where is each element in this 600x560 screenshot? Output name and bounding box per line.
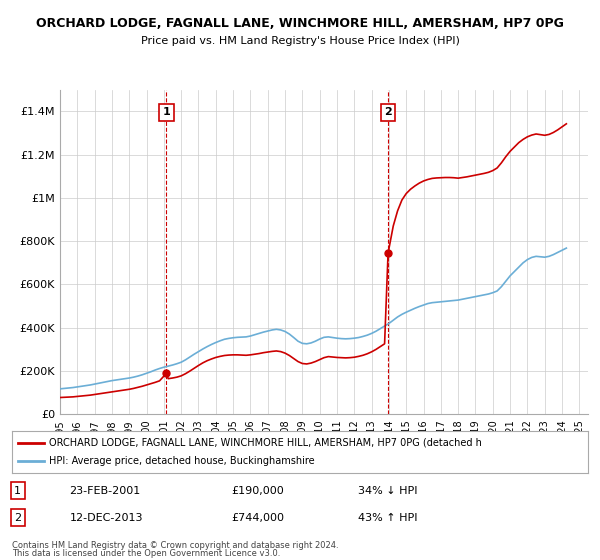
Text: ORCHARD LODGE, FAGNALL LANE, WINCHMORE HILL, AMERSHAM, HP7 0PG: ORCHARD LODGE, FAGNALL LANE, WINCHMORE H…: [36, 17, 564, 30]
Text: ORCHARD LODGE, FAGNALL LANE, WINCHMORE HILL, AMERSHAM, HP7 0PG (detached h: ORCHARD LODGE, FAGNALL LANE, WINCHMORE H…: [49, 438, 482, 448]
Text: Price paid vs. HM Land Registry's House Price Index (HPI): Price paid vs. HM Land Registry's House …: [140, 36, 460, 46]
Text: 2: 2: [384, 108, 392, 118]
Text: 23-FEB-2001: 23-FEB-2001: [70, 486, 141, 496]
Text: 1: 1: [163, 108, 170, 118]
Text: 12-DEC-2013: 12-DEC-2013: [70, 512, 143, 522]
Text: Contains HM Land Registry data © Crown copyright and database right 2024.: Contains HM Land Registry data © Crown c…: [12, 541, 338, 550]
Text: 43% ↑ HPI: 43% ↑ HPI: [358, 512, 417, 522]
Text: HPI: Average price, detached house, Buckinghamshire: HPI: Average price, detached house, Buck…: [49, 456, 315, 466]
Text: 1: 1: [14, 486, 21, 496]
Text: £190,000: £190,000: [231, 486, 284, 496]
Text: 2: 2: [14, 512, 22, 522]
Text: 34% ↓ HPI: 34% ↓ HPI: [358, 486, 417, 496]
Text: This data is licensed under the Open Government Licence v3.0.: This data is licensed under the Open Gov…: [12, 549, 280, 558]
Text: £744,000: £744,000: [231, 512, 284, 522]
